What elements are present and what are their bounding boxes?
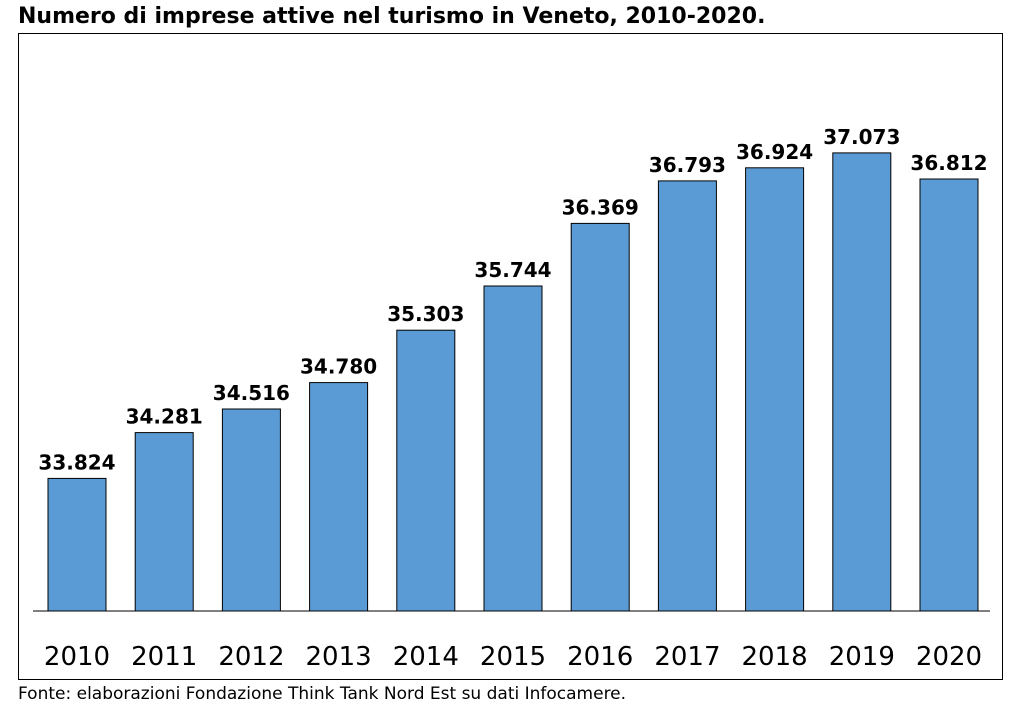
data-label-2018: 36.924 — [736, 140, 813, 164]
x-tick-label-2017: 2017 — [654, 642, 720, 672]
bar-2016 — [570, 222, 630, 612]
data-label-2010: 33.824 — [38, 450, 115, 474]
x-tick-label-2016: 2016 — [567, 642, 633, 672]
bar-2014 — [396, 329, 456, 612]
data-label-2015: 35.744 — [474, 258, 551, 282]
x-tick-label-2018: 2018 — [742, 642, 808, 672]
bar-2010 — [47, 477, 107, 612]
bar-2017 — [657, 180, 717, 612]
x-tick-label-2014: 2014 — [393, 642, 459, 672]
data-label-2019: 37.073 — [823, 125, 900, 149]
x-tick-label-2019: 2019 — [829, 642, 895, 672]
bar-2019 — [832, 152, 892, 612]
data-label-2014: 35.303 — [387, 302, 464, 326]
bar-2018 — [745, 167, 805, 612]
bar-2011 — [134, 432, 194, 612]
x-tick-label-2013: 2013 — [306, 642, 372, 672]
data-label-2020: 36.812 — [910, 151, 987, 175]
chart-title: Numero di imprese attive nel turismo in … — [18, 4, 766, 29]
chart-frame — [18, 33, 1003, 680]
x-tick-label-2012: 2012 — [218, 642, 284, 672]
source-note: Fonte: elaborazioni Fondazione Think Tan… — [18, 684, 627, 704]
data-label-2012: 34.516 — [213, 381, 290, 405]
data-label-2011: 34.281 — [126, 405, 203, 429]
bar-2013 — [309, 382, 369, 612]
x-tick-label-2015: 2015 — [480, 642, 546, 672]
data-label-2016: 36.369 — [562, 195, 639, 219]
x-tick-label-2010: 2010 — [44, 642, 110, 672]
data-label-2017: 36.793 — [649, 153, 726, 177]
x-tick-label-2011: 2011 — [131, 642, 197, 672]
bar-2020 — [919, 178, 979, 612]
data-label-2013: 34.780 — [300, 355, 377, 379]
bar-2015 — [483, 285, 543, 612]
bar-2012 — [221, 408, 281, 612]
x-tick-label-2020: 2020 — [916, 642, 982, 672]
